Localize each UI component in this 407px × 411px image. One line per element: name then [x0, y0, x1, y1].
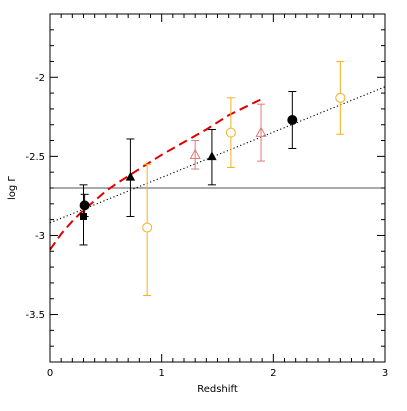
open-circle-point — [225, 127, 236, 138]
x-tick-label: 1 — [158, 368, 164, 379]
y-tick-label: -3 — [35, 231, 45, 242]
filled-square-point — [80, 212, 87, 220]
error-bars — [79, 60, 345, 297]
x-axis-label: Redshift — [197, 384, 238, 395]
data-points — [79, 92, 346, 233]
reference-lines — [49, 86, 386, 251]
x-tick-label: 2 — [270, 368, 276, 379]
open-triangle-point — [255, 126, 267, 137]
open-circle-point — [142, 222, 153, 233]
open-circle-point — [335, 92, 346, 103]
dotted-line-1 — [49, 86, 386, 224]
axis-ticks — [49, 13, 386, 363]
tick-labels: 0 1 2 3 -3.5 -3 -2.5 -2 — [25, 73, 388, 379]
filled-triangle-point — [125, 171, 136, 181]
open-triangle-point — [189, 148, 201, 160]
dashed-line-2 — [49, 96, 265, 251]
x-tick-label: 3 — [382, 368, 388, 379]
x-tick-label: 0 — [47, 368, 53, 379]
filled-triangle-point — [207, 151, 217, 161]
filled-circle-point — [79, 200, 90, 211]
y-tick-label: -2.5 — [25, 152, 45, 163]
filled-circle-point — [287, 114, 298, 125]
y-tick-label: -2 — [35, 73, 45, 84]
y-axis-label: log Γ — [7, 176, 18, 200]
y-tick-label: -3.5 — [25, 310, 45, 321]
